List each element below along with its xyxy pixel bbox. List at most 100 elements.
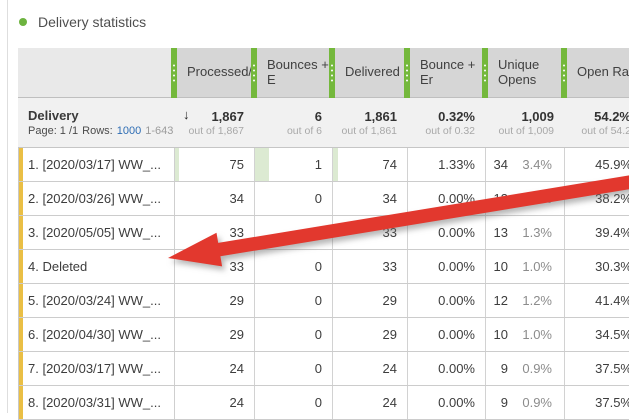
- pagination: Page: 1 /1 Rows: 1000 1-643: [28, 125, 173, 137]
- open-rate-cell: 45.9%: [595, 157, 629, 172]
- summary-bounces: 6 out of 6: [286, 108, 322, 137]
- unique-opens-cell: 34 3.4%: [486, 148, 565, 181]
- column-header-bounce-rate[interactable]: Bounce + Er: [404, 48, 485, 98]
- delivery-name-cell[interactable]: 7. [2020/03/17] WW_...: [19, 352, 175, 385]
- bounce-rate-cell: 1.33%: [408, 148, 486, 181]
- open-rate-cell: 37.5%: [595, 361, 629, 376]
- processed-cell: 75: [175, 148, 255, 181]
- processed-cell: 24: [175, 386, 255, 419]
- column-resize-handle-icon[interactable]: [329, 48, 335, 98]
- table-row[interactable]: 2. [2020/03/26] WW_... 34 0 34 0.00% 13 …: [19, 182, 629, 216]
- bounce-rate-cell: 0.00%: [408, 352, 486, 385]
- bounces-cell: 0: [255, 386, 333, 419]
- delivery-name-cell[interactable]: 3. [2020/05/05] WW_...: [19, 216, 175, 249]
- bounces-cell: 0: [255, 250, 333, 283]
- table-body: 1. [2020/03/17] WW_... 75 1 74 1.33% 34 …: [18, 148, 629, 420]
- open-rate-cell: 41.4%: [595, 293, 629, 308]
- bounce-rate-cell: 0.00%: [408, 216, 486, 249]
- value-bar: [175, 148, 179, 181]
- unique-opens-cell: 9 0.9%: [486, 352, 565, 385]
- unique-opens-cell: 13 1.3%: [486, 216, 565, 249]
- column-header-open-rate[interactable]: Open Rate: [561, 48, 629, 98]
- bounces-cell: 0: [255, 318, 333, 351]
- page-indicator: Page: 1 /1: [28, 125, 79, 137]
- bounce-rate-cell: 0.00%: [408, 386, 486, 419]
- delivery-name-cell[interactable]: 1. [2020/03/17] WW_...: [19, 148, 175, 181]
- summary-delivered: 1,861 out of 1,861: [341, 108, 397, 137]
- delivered-cell: 24: [333, 386, 408, 419]
- rows-label: Rows:: [82, 125, 113, 137]
- open-rate-cell: 37.5%: [595, 395, 629, 410]
- delivered-cell: 33: [333, 216, 408, 249]
- row-status-marker: [19, 216, 23, 249]
- processed-cell: 24: [175, 352, 255, 385]
- delivery-name-cell[interactable]: 5. [2020/03/24] WW_...: [19, 284, 175, 317]
- column-header-name[interactable]: [18, 48, 174, 97]
- summary-row: Delivery Page: 1 /1 Rows: 1000 1-643 ↓ 1…: [18, 98, 629, 148]
- open-rate-cell: 38.2%: [595, 191, 629, 206]
- row-status-marker: [19, 318, 23, 351]
- column-header-processed[interactable]: Processed/S: [171, 48, 254, 98]
- column-header-unique-opens[interactable]: Unique Opens: [482, 48, 564, 98]
- table-row[interactable]: 4. Deleted 33 0 33 0.00% 10 1.0% 30.3%: [19, 250, 629, 284]
- row-status-marker: [19, 352, 23, 385]
- table-row[interactable]: 5. [2020/03/24] WW_... 29 0 29 0.00% 12 …: [19, 284, 629, 318]
- processed-cell: 34: [175, 182, 255, 215]
- unique-opens-cell: 10 1.0%: [486, 250, 565, 283]
- column-resize-handle-icon[interactable]: [171, 48, 177, 98]
- value-bar: [255, 148, 269, 181]
- bounce-rate-cell: 0.00%: [408, 318, 486, 351]
- table-row[interactable]: 1. [2020/03/17] WW_... 75 1 74 1.33% 34 …: [19, 148, 629, 182]
- table-row[interactable]: 8. [2020/03/31] WW_... 24 0 24 0.00% 9 0…: [19, 386, 629, 420]
- column-resize-handle-icon[interactable]: [251, 48, 257, 98]
- bounce-rate-cell: 0.00%: [408, 250, 486, 283]
- status-bullet-icon: [19, 18, 27, 26]
- unique-opens-cell: 12 1.2%: [486, 284, 565, 317]
- row-status-marker: [19, 148, 23, 181]
- column-header-delivered[interactable]: Delivered: [329, 48, 407, 98]
- processed-cell: 33: [175, 250, 255, 283]
- unique-opens-cell: 9 0.9%: [486, 386, 565, 419]
- unique-opens-cell: 13 1.3%: [486, 182, 565, 215]
- open-rate-cell: 34.5%: [595, 327, 629, 342]
- delivery-name-cell[interactable]: 6. [2020/04/30] WW_...: [19, 318, 175, 351]
- bounces-cell: 0: [255, 352, 333, 385]
- processed-cell: 33: [175, 216, 255, 249]
- sort-descending-icon[interactable]: ↓: [183, 107, 190, 122]
- delivered-cell: 24: [333, 352, 408, 385]
- row-status-marker: [19, 250, 23, 283]
- processed-cell: 29: [175, 318, 255, 351]
- unique-opens-cell: 10 1.0%: [486, 318, 565, 351]
- table-row[interactable]: 6. [2020/04/30] WW_... 29 0 29 0.00% 10 …: [19, 318, 629, 352]
- summary-bounce-rate: 0.32% out of 0.32: [425, 108, 475, 137]
- panel-border: [7, 0, 8, 413]
- delivered-cell: 29: [333, 284, 408, 317]
- bounces-cell: 0: [255, 182, 333, 215]
- summary-name-cell: Delivery Page: 1 /1 Rows: 1000 1-643: [18, 98, 174, 147]
- value-bar: [333, 148, 338, 181]
- section-header: Delivery statistics: [19, 14, 146, 30]
- bounce-rate-cell: 0.00%: [408, 182, 486, 215]
- column-resize-handle-icon[interactable]: [404, 48, 410, 98]
- row-status-marker: [19, 284, 23, 317]
- delivered-cell: 29: [333, 318, 408, 351]
- delivery-name-cell[interactable]: 4. Deleted: [19, 250, 175, 283]
- column-resize-handle-icon[interactable]: [561, 48, 567, 98]
- rows-count-link[interactable]: 1000: [116, 125, 142, 137]
- summary-unique-opens: 1,009 out of 1,009: [498, 108, 554, 137]
- delivered-cell: 33: [333, 250, 408, 283]
- row-status-marker: [19, 182, 23, 215]
- table-row[interactable]: 3. [2020/05/05] WW_... 33 0 33 0.00% 13 …: [19, 216, 629, 250]
- bounces-cell: 1: [255, 148, 333, 181]
- delivery-name-cell[interactable]: 2. [2020/03/26] WW_...: [19, 182, 175, 215]
- open-rate-cell: 30.3%: [595, 259, 629, 274]
- column-resize-handle-icon[interactable]: [482, 48, 488, 98]
- summary-title: Delivery: [28, 108, 79, 123]
- delivery-name-cell[interactable]: 8. [2020/03/31] WW_...: [19, 386, 175, 419]
- delivered-cell: 74: [333, 148, 408, 181]
- column-header-bounces[interactable]: Bounces + E: [251, 48, 332, 98]
- rows-range: 1-643: [145, 125, 174, 137]
- table-row[interactable]: 7. [2020/03/17] WW_... 24 0 24 0.00% 9 0…: [19, 352, 629, 386]
- bounces-cell: 0: [255, 216, 333, 249]
- delivery-statistics-table: Processed/S Bounces + E Delivered Bounce…: [18, 48, 629, 420]
